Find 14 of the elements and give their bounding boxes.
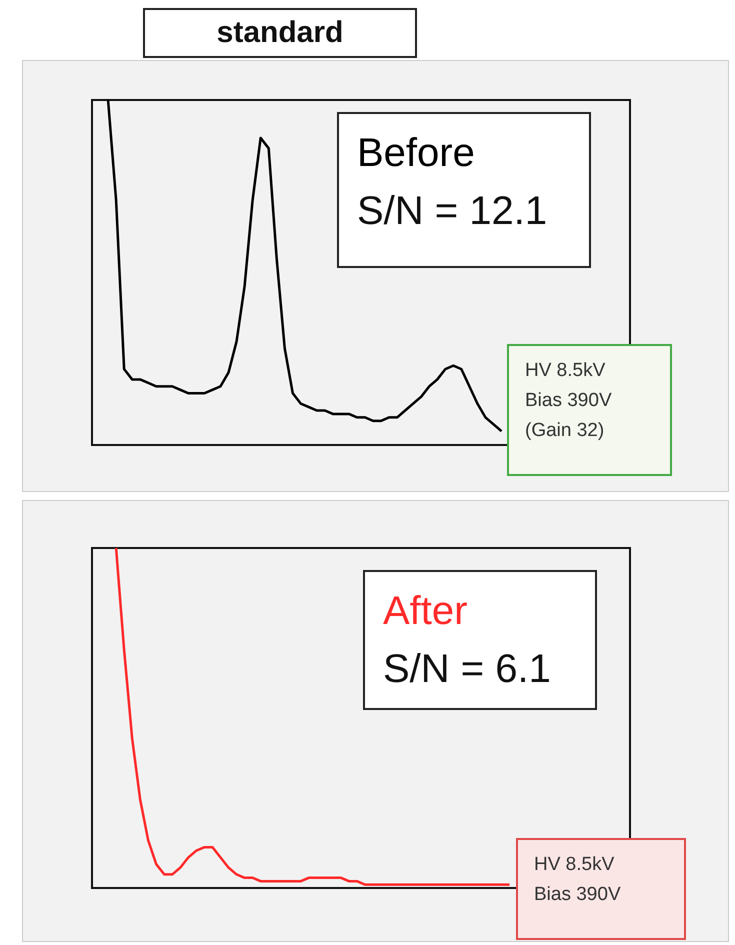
annotation: Bias 390V — [534, 883, 622, 907]
annotation: Before — [357, 130, 476, 177]
annotation: (Gain 32) — [525, 419, 606, 443]
annotation: HV 8.5kV — [525, 359, 606, 383]
note-box: HV 8.5kV Bias 390V (Gain 32) — [507, 344, 672, 476]
annotation: Bias 390V — [525, 389, 613, 413]
note-box: HV 8.5kV Bias 390V — [516, 838, 686, 940]
annotation: After — [383, 588, 468, 635]
chart-title: standard — [143, 8, 417, 58]
annotation: S/N = 6.1 — [383, 646, 552, 693]
annotation: S/N = 12.1 — [357, 188, 548, 235]
annotation: HV 8.5kV — [534, 853, 616, 877]
note-box: After S/N = 6.1 — [363, 570, 597, 710]
note-box: Before S/N = 12.1 — [337, 112, 591, 268]
